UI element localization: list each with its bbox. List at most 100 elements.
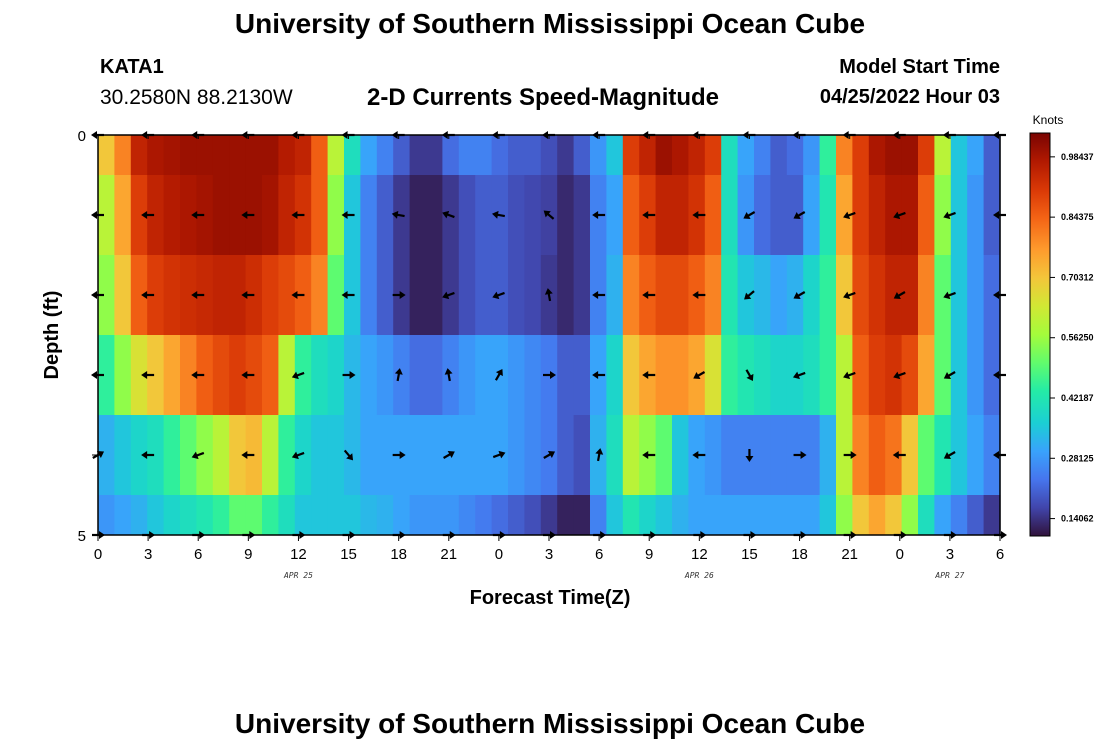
heatmap-cell bbox=[475, 415, 493, 495]
colorbar-tick-label: 0.56250 bbox=[1061, 333, 1094, 343]
heatmap-cell bbox=[212, 175, 230, 255]
heatmap-cell bbox=[786, 135, 804, 175]
heatmap-cell bbox=[229, 175, 247, 255]
heatmap-cell bbox=[885, 495, 903, 535]
heatmap-cell bbox=[491, 495, 509, 535]
x-tick-label: 9 bbox=[645, 546, 653, 563]
heatmap-cell bbox=[393, 335, 411, 415]
heatmap-cell bbox=[868, 175, 886, 255]
heatmap-cell bbox=[458, 255, 476, 335]
heatmap-cell bbox=[212, 335, 230, 415]
heatmap-cell bbox=[836, 255, 853, 335]
y-axis-title: Depth (ft) bbox=[41, 291, 63, 380]
heatmap-cell bbox=[294, 495, 312, 535]
heatmap-cell bbox=[672, 135, 689, 175]
heatmap-cell bbox=[688, 495, 706, 535]
heatmap-cell bbox=[180, 135, 197, 175]
current-arrow bbox=[692, 211, 706, 219]
heatmap-cell bbox=[98, 175, 115, 255]
current-arrow bbox=[892, 451, 906, 459]
heatmap-cell bbox=[98, 495, 115, 535]
heatmap-cell bbox=[770, 135, 788, 175]
heatmap-cell bbox=[721, 415, 739, 495]
heatmap-cell bbox=[229, 335, 247, 415]
heatmap-cell bbox=[524, 415, 542, 495]
heatmap-cell bbox=[147, 495, 165, 535]
heatmap-cell bbox=[672, 175, 689, 255]
heatmap-cell bbox=[950, 255, 968, 335]
heatmap-cell bbox=[360, 135, 378, 175]
current-arrow bbox=[943, 451, 956, 459]
x-tick-label: 3 bbox=[144, 546, 152, 563]
heatmap-cell bbox=[918, 255, 935, 335]
heatmap-cell bbox=[426, 135, 443, 175]
heatmap-cell bbox=[934, 415, 952, 495]
heatmap-cell bbox=[475, 175, 493, 255]
heatmap-cell bbox=[524, 495, 542, 535]
station-id: KATA1 bbox=[100, 56, 164, 78]
heatmap-cell bbox=[442, 335, 460, 415]
current-arrow bbox=[642, 291, 656, 299]
heatmap-cell bbox=[770, 175, 788, 255]
heatmap-cell bbox=[983, 255, 1001, 335]
current-arrow bbox=[341, 291, 355, 299]
heatmap-cell bbox=[803, 415, 821, 495]
heatmap-cell bbox=[606, 415, 624, 495]
heatmap-cell bbox=[458, 335, 476, 415]
y-tick-label: 0 bbox=[78, 128, 86, 145]
heatmap-cell bbox=[721, 135, 739, 175]
current-arrow bbox=[893, 371, 906, 380]
heatmap-cell bbox=[934, 495, 952, 535]
x-axis-title: Forecast Time(Z) bbox=[470, 587, 631, 609]
heatmap-cell bbox=[770, 335, 788, 415]
heatmap-cell bbox=[426, 335, 443, 415]
current-arrow bbox=[543, 371, 556, 379]
heatmap-cell bbox=[180, 335, 197, 415]
heatmap-cell bbox=[770, 255, 788, 335]
date-label: APR 25 bbox=[283, 571, 313, 580]
heatmap-cell bbox=[524, 175, 542, 255]
heatmap-cell bbox=[508, 415, 525, 495]
heatmap-cell bbox=[229, 495, 247, 535]
heatmap-cell bbox=[130, 335, 148, 415]
heatmap-cell bbox=[442, 135, 460, 175]
chart-subtitle: 2-D Currents Speed-Magnitude bbox=[367, 84, 720, 111]
colorbar bbox=[1029, 132, 1051, 537]
heatmap-cell bbox=[114, 175, 132, 255]
current-arrow bbox=[543, 451, 556, 459]
heatmap-cell bbox=[163, 495, 181, 535]
x-tick-label: 3 bbox=[545, 546, 553, 563]
current-arrow bbox=[543, 210, 555, 220]
heatmap-cell bbox=[852, 255, 870, 335]
heatmap-cell bbox=[180, 415, 197, 495]
heatmap-cell bbox=[868, 335, 886, 415]
heatmap-cell bbox=[819, 415, 837, 495]
heatmap-cell bbox=[721, 175, 739, 255]
current-arrow bbox=[943, 291, 956, 300]
heatmap-cell bbox=[130, 175, 148, 255]
heatmap-cell bbox=[721, 255, 739, 335]
current-arrow bbox=[843, 211, 856, 220]
heatmap-cell bbox=[163, 415, 181, 495]
current-arrow bbox=[843, 371, 856, 380]
heatmap-cell bbox=[426, 255, 443, 335]
heatmap-cell bbox=[491, 135, 509, 175]
heatmap-cell bbox=[524, 255, 542, 335]
current-arrow bbox=[743, 211, 756, 219]
heatmap-cell bbox=[426, 415, 443, 495]
heatmap-cell bbox=[606, 135, 624, 175]
heatmap-cell bbox=[508, 175, 525, 255]
heatmap-cell bbox=[590, 495, 607, 535]
heatmap-cell bbox=[655, 175, 673, 255]
heatmap-cell bbox=[376, 415, 394, 495]
heatmap-cell bbox=[606, 495, 624, 535]
heatmap-cell bbox=[262, 415, 279, 495]
heatmap-cell bbox=[344, 415, 361, 495]
heatmap-cell bbox=[114, 135, 132, 175]
current-arrow bbox=[492, 450, 506, 459]
current-arrow bbox=[642, 371, 656, 379]
heatmap-cell bbox=[557, 335, 575, 415]
heatmap-cell bbox=[557, 255, 575, 335]
heatmap-cell bbox=[163, 255, 181, 335]
heatmap-cell bbox=[278, 335, 296, 415]
